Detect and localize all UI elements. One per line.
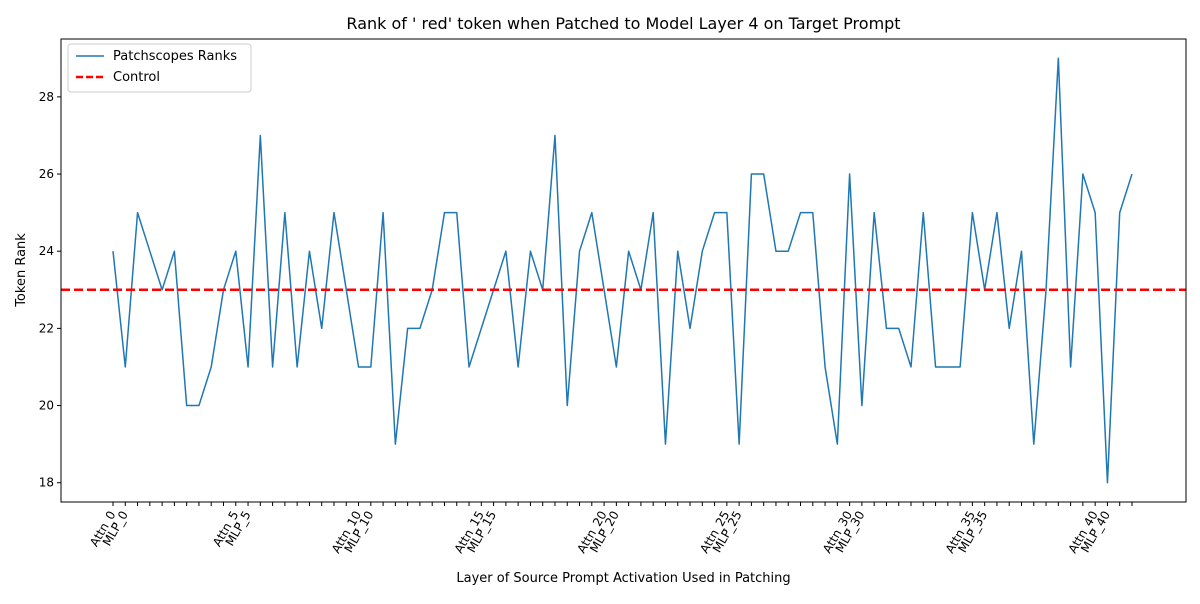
plot-frame	[60, 38, 1187, 503]
y-tick-label: 20	[39, 399, 54, 413]
y-tick-label: 26	[39, 167, 54, 181]
y-tick-label: 22	[39, 321, 54, 335]
y-tick-label: 28	[39, 90, 54, 104]
legend-box	[67, 43, 252, 93]
legend-label-patchscopes-ranks: Patchscopes Ranks	[113, 49, 237, 64]
y-tick-label: 24	[39, 244, 54, 258]
series-line-patchscopes-ranks	[112, 57, 1133, 484]
y-axis-label: Token Rank	[14, 233, 29, 308]
y-tick-label: 18	[39, 476, 54, 490]
legend-label-control: Control	[113, 70, 160, 85]
chart-title: Rank of ' red' token when Patched to Mod…	[346, 14, 900, 33]
x-axis-label: Layer of Source Prompt Activation Used i…	[456, 571, 790, 586]
